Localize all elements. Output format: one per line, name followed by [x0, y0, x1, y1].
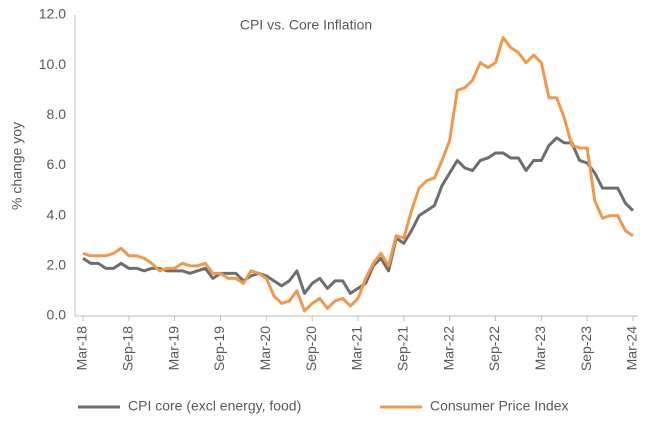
x-tick-label: Mar-24: [624, 326, 640, 371]
x-tick-label: Sep-23: [578, 326, 594, 371]
x-tick-label: Sep-18: [120, 326, 136, 371]
x-tick-label: Mar-21: [349, 326, 365, 371]
x-tick-label: Mar-20: [257, 326, 273, 371]
chart-title: CPI vs. Core Inflation: [240, 17, 372, 33]
series-line: [82, 136, 635, 295]
x-tick-label: Mar-19: [165, 326, 181, 371]
y-tick-label: 12.0: [39, 6, 66, 22]
x-tick-label: Mar-22: [440, 326, 456, 371]
y-tick-label: 2.0: [47, 257, 67, 273]
x-tick-label: Sep-22: [486, 326, 502, 371]
y-tick-label: 8.0: [47, 106, 67, 122]
legend-label: CPI core (excl energy, food): [128, 398, 301, 414]
x-tick-label: Sep-21: [395, 326, 411, 371]
x-tick-label: Sep-20: [303, 326, 319, 371]
legend-label: Consumer Price Index: [430, 398, 569, 414]
y-tick-label: 4.0: [47, 206, 67, 222]
y-tick-label: 6.0: [47, 156, 67, 172]
series-line: [82, 36, 634, 313]
y-tick-label: 0.0: [47, 307, 67, 323]
y-tick-label: 10.0: [39, 56, 66, 72]
y-axis-label: % change yoy: [9, 122, 25, 210]
x-tick-label: Mar-18: [74, 326, 90, 371]
x-tick-label: Mar-23: [532, 326, 548, 371]
x-tick-label: Sep-19: [211, 326, 227, 371]
